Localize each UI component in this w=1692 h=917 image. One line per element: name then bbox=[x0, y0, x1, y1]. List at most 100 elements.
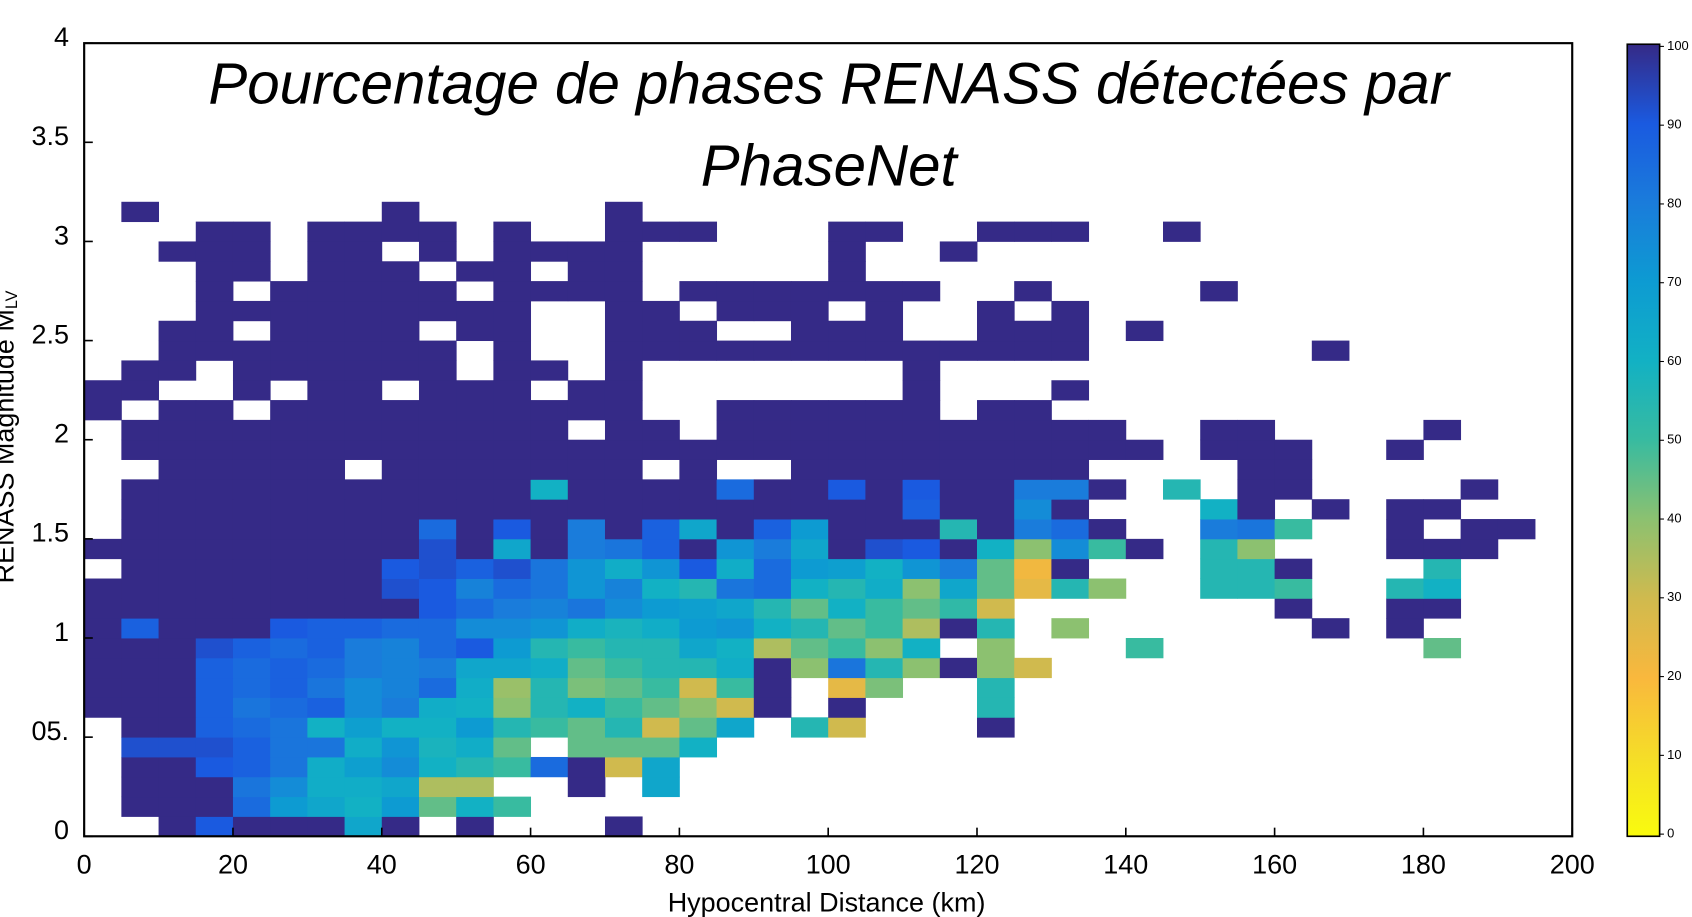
heatmap-cell bbox=[232, 380, 271, 401]
heatmap-cell bbox=[493, 796, 532, 817]
heatmap-cell bbox=[1051, 320, 1090, 342]
heatmap-cell bbox=[1051, 618, 1090, 639]
heatmap-cell bbox=[642, 638, 680, 659]
heatmap-cell bbox=[939, 241, 978, 262]
heatmap-cell bbox=[270, 558, 308, 579]
heatmap-cell bbox=[716, 598, 755, 619]
heatmap-cell bbox=[307, 380, 346, 401]
heatmap-cell bbox=[1200, 538, 1238, 560]
heatmap-cell bbox=[418, 717, 457, 738]
heatmap-cell bbox=[1423, 419, 1462, 441]
x-tick-label: 80 bbox=[664, 850, 694, 880]
heatmap-cell bbox=[344, 657, 383, 679]
heatmap-cell bbox=[642, 439, 680, 460]
heatmap-cell bbox=[1051, 479, 1090, 500]
heatmap-cell bbox=[1014, 499, 1052, 520]
heatmap-cell bbox=[381, 419, 420, 441]
heatmap-cell bbox=[753, 439, 792, 460]
heatmap-cell bbox=[642, 538, 680, 560]
heatmap-cell bbox=[195, 776, 234, 798]
heatmap-cell bbox=[530, 459, 569, 480]
heatmap-cell bbox=[567, 618, 606, 639]
heatmap-cell bbox=[456, 419, 494, 441]
heatmap-cell bbox=[604, 618, 643, 639]
heatmap-cell bbox=[939, 558, 978, 579]
heatmap-cell bbox=[418, 241, 457, 262]
heatmap-cell bbox=[567, 538, 606, 560]
heatmap-cell bbox=[232, 340, 271, 361]
heatmap-cell bbox=[195, 519, 234, 540]
heatmap-cell bbox=[976, 499, 1015, 520]
heatmap-cell bbox=[381, 479, 420, 500]
colorbar bbox=[1626, 43, 1661, 838]
heatmap-cell bbox=[418, 558, 457, 579]
heatmap-cell bbox=[828, 558, 866, 579]
heatmap-cell bbox=[270, 657, 308, 679]
heatmap-cell bbox=[121, 737, 160, 758]
y-tick-label: 3 bbox=[54, 220, 69, 250]
heatmap-cell bbox=[976, 558, 1015, 579]
heatmap-cell bbox=[307, 459, 346, 480]
heatmap-cell bbox=[976, 419, 1015, 441]
heatmap-cell bbox=[604, 538, 643, 560]
heatmap-cell bbox=[1423, 538, 1462, 560]
heatmap-cell bbox=[195, 737, 234, 758]
heatmap-cell bbox=[604, 578, 643, 599]
heatmap-cell bbox=[456, 737, 494, 758]
heatmap-cell bbox=[976, 459, 1015, 480]
heatmap-cell bbox=[270, 300, 308, 322]
heatmap-cell bbox=[195, 221, 234, 242]
heatmap-cell bbox=[753, 400, 792, 421]
heatmap-cell bbox=[976, 221, 1015, 242]
heatmap-cell bbox=[307, 241, 346, 262]
heatmap-cell bbox=[567, 380, 606, 401]
colorbar-tick-label: 0 bbox=[1667, 826, 1674, 841]
heatmap-cell bbox=[158, 756, 197, 778]
heatmap-cell bbox=[530, 657, 569, 679]
heatmap-cell bbox=[418, 221, 457, 242]
heatmap-cell bbox=[567, 439, 606, 460]
heatmap-cell bbox=[939, 479, 978, 500]
heatmap-cell bbox=[307, 300, 346, 322]
heatmap-cell bbox=[790, 538, 829, 560]
heatmap-cell bbox=[158, 657, 197, 679]
heatmap-cell bbox=[642, 320, 680, 342]
heatmap-cell bbox=[567, 776, 606, 798]
heatmap-cell bbox=[1237, 479, 1276, 500]
heatmap-cell bbox=[1125, 538, 1164, 560]
heatmap-cell bbox=[604, 638, 643, 659]
heatmap-cell bbox=[567, 638, 606, 659]
y-tick-label: 3.5 bbox=[32, 121, 70, 151]
heatmap-cell bbox=[270, 737, 308, 758]
heatmap-cell bbox=[493, 459, 532, 480]
heatmap-cell bbox=[195, 241, 234, 262]
heatmap-cell bbox=[567, 598, 606, 619]
heatmap-cell bbox=[530, 479, 569, 500]
heatmap-cell bbox=[753, 519, 792, 540]
heatmap-cell bbox=[270, 479, 308, 500]
heatmap-cell bbox=[1014, 419, 1052, 441]
heatmap-cell bbox=[567, 697, 606, 718]
heatmap-cell bbox=[865, 439, 904, 460]
heatmap-cell bbox=[158, 816, 197, 837]
heatmap-cell bbox=[84, 677, 122, 698]
heatmap-cell bbox=[493, 657, 532, 679]
heatmap-cell bbox=[344, 499, 383, 520]
heatmap-cell bbox=[344, 697, 383, 718]
heatmap-cell bbox=[865, 459, 904, 480]
heatmap-cell bbox=[753, 618, 792, 639]
heatmap-cell bbox=[1237, 499, 1276, 520]
heatmap-cell bbox=[679, 320, 718, 342]
heatmap-cell bbox=[232, 816, 271, 837]
heatmap-cell bbox=[307, 479, 346, 500]
heatmap-cell bbox=[493, 400, 532, 421]
heatmap-cell bbox=[1386, 499, 1424, 520]
heatmap-cell bbox=[195, 578, 234, 599]
heatmap-cell bbox=[232, 221, 271, 242]
heatmap-cell bbox=[828, 261, 866, 282]
heatmap-cell bbox=[1386, 618, 1424, 639]
heatmap-cell bbox=[1088, 578, 1127, 599]
heatmap-cell bbox=[158, 499, 197, 520]
heatmap-cell bbox=[307, 558, 346, 579]
